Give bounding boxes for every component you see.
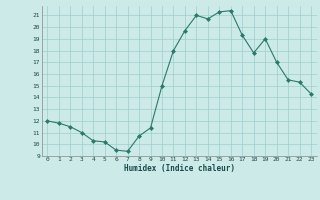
X-axis label: Humidex (Indice chaleur): Humidex (Indice chaleur) bbox=[124, 164, 235, 173]
